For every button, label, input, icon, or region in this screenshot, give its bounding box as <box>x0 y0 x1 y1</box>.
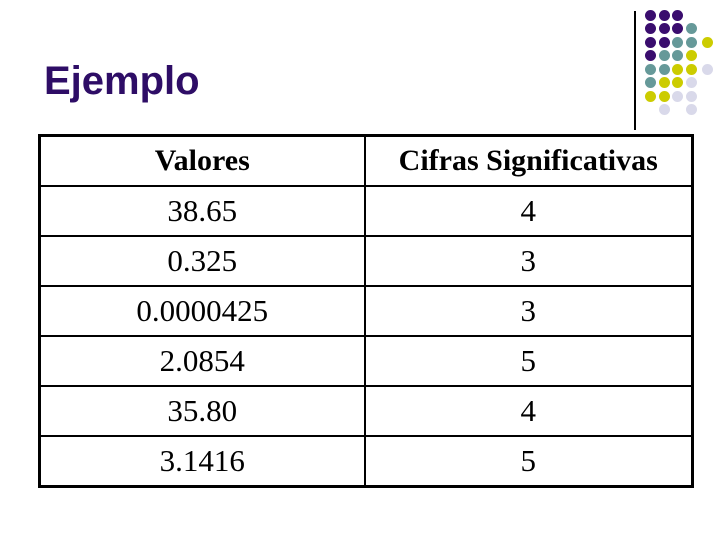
dot-icon <box>702 36 713 48</box>
table-cell: 38.65 <box>38 185 366 237</box>
dot-icon <box>685 23 697 34</box>
dot-icon <box>685 90 697 102</box>
table-body: 38.65 4 0.325 3 0.0000425 3 2.0854 5 35.80 4 3.141… <box>38 185 694 488</box>
decorative-vertical-line <box>634 11 636 130</box>
column-header-valores: Valores <box>38 134 366 187</box>
dot-icon <box>658 90 670 102</box>
table-row: 3.1416 5 <box>38 434 694 488</box>
table-cell: 0.0000425 <box>38 284 366 337</box>
dot-icon <box>645 9 656 21</box>
dot-icon <box>672 63 683 75</box>
dot-icon <box>685 63 697 75</box>
page-title: Ejemplo <box>44 59 200 103</box>
table-row: 35.80 4 <box>38 384 694 437</box>
table-cell: 3 <box>363 284 694 337</box>
table-cell: 2.0854 <box>38 334 366 387</box>
dot-icon <box>672 36 683 48</box>
table-header-row: Valores Cifras Significativas <box>38 134 694 187</box>
dot-icon <box>672 77 683 88</box>
table-cell: 5 <box>363 334 694 387</box>
table-cell: 3.1416 <box>38 434 366 488</box>
table-row: 0.0000425 3 <box>38 284 694 337</box>
dot-icon <box>645 77 656 88</box>
dot-icon <box>658 77 670 88</box>
table-row: 2.0854 5 <box>38 334 694 387</box>
table-cell: 0.325 <box>38 234 366 287</box>
dot-icon <box>672 23 683 34</box>
dot-icon <box>685 77 697 88</box>
dot-icon <box>672 50 683 61</box>
table-cell: 3 <box>363 234 694 287</box>
dot-icon <box>672 90 683 102</box>
dot-icon <box>702 63 713 75</box>
table-row: 0.325 3 <box>38 234 694 287</box>
dot-icon <box>658 9 670 21</box>
values-table: Valores Cifras Significativas 38.65 4 0.32… <box>38 134 694 488</box>
dot-icon <box>645 63 656 75</box>
dot-icon <box>685 36 697 48</box>
table-cell: 4 <box>363 384 694 437</box>
dot-icon <box>645 23 656 34</box>
table-cell: 4 <box>363 185 694 237</box>
dot-icon <box>658 104 670 115</box>
dot-icon <box>658 36 670 48</box>
column-header-cifras-significativas: Cifras Significativas <box>363 134 694 187</box>
dot-icon <box>645 50 656 61</box>
table-cell: 5 <box>363 434 694 488</box>
dot-icon <box>685 50 697 61</box>
dot-icon <box>645 90 656 102</box>
dot-icon <box>685 104 697 115</box>
dot-icon <box>658 23 670 34</box>
table-row: 38.65 4 <box>38 185 694 237</box>
dot-icon <box>658 50 670 61</box>
dot-icon <box>672 9 683 21</box>
table-cell: 35.80 <box>38 384 366 437</box>
dot-icon <box>658 63 670 75</box>
dot-icon <box>645 36 656 48</box>
